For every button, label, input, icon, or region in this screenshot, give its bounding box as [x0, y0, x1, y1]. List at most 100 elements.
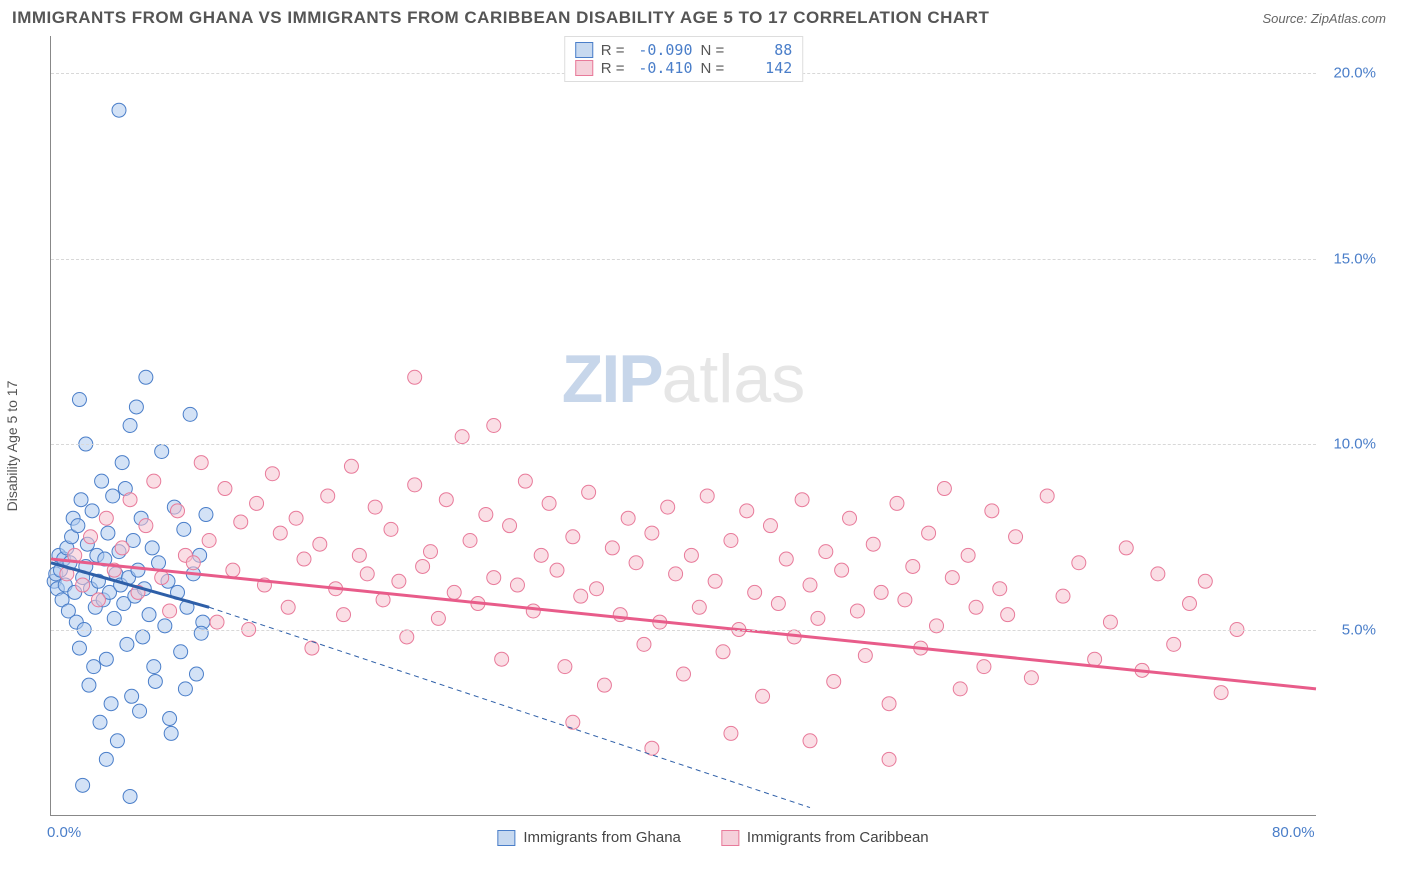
chart-title: IMMIGRANTS FROM GHANA VS IMMIGRANTS FROM…	[12, 8, 989, 28]
data-point-caribbean	[163, 604, 177, 618]
data-point-caribbean	[874, 585, 888, 599]
data-point-caribbean	[866, 537, 880, 551]
data-point-caribbean	[431, 611, 445, 625]
data-point-caribbean	[384, 522, 398, 536]
legend-n-value-caribbean: 142	[732, 59, 792, 77]
data-point-caribbean	[684, 548, 698, 562]
data-point-caribbean	[1001, 608, 1015, 622]
data-point-caribbean	[155, 571, 169, 585]
data-point-ghana	[120, 637, 134, 651]
data-point-caribbean	[677, 667, 691, 681]
data-point-caribbean	[969, 600, 983, 614]
legend-n-label: N =	[701, 60, 725, 77]
data-point-ghana	[148, 674, 162, 688]
data-point-caribbean	[882, 697, 896, 711]
data-point-ghana	[125, 689, 139, 703]
data-point-caribbean	[724, 726, 738, 740]
legend-swatch-ghana	[575, 42, 593, 58]
data-point-caribbean	[289, 511, 303, 525]
data-point-caribbean	[1040, 489, 1054, 503]
data-point-caribbean	[756, 689, 770, 703]
data-point-ghana	[194, 626, 208, 640]
data-point-caribbean	[1119, 541, 1133, 555]
data-point-ghana	[145, 541, 159, 555]
data-point-caribbean	[945, 571, 959, 585]
gridline	[51, 444, 1316, 445]
data-point-caribbean	[352, 548, 366, 562]
data-point-caribbean	[724, 533, 738, 547]
data-point-caribbean	[424, 545, 438, 559]
data-point-caribbean	[1103, 615, 1117, 629]
data-point-caribbean	[985, 504, 999, 518]
data-point-caribbean	[337, 608, 351, 622]
data-point-caribbean	[313, 537, 327, 551]
data-point-ghana	[155, 444, 169, 458]
data-point-ghana	[93, 715, 107, 729]
legend-n-value-ghana: 88	[732, 41, 792, 59]
data-point-ghana	[147, 660, 161, 674]
data-point-caribbean	[827, 674, 841, 688]
data-point-caribbean	[669, 567, 683, 581]
data-point-caribbean	[582, 485, 596, 499]
data-point-caribbean	[495, 652, 509, 666]
data-point-ghana	[85, 504, 99, 518]
plot-area: ZIPatlas R =-0.090N =88R =-0.410N =142 5…	[50, 36, 1316, 816]
correlation-legend: R =-0.090N =88R =-0.410N =142	[564, 36, 804, 82]
data-point-caribbean	[716, 645, 730, 659]
data-point-caribbean	[368, 500, 382, 514]
data-point-ghana	[183, 407, 197, 421]
data-point-caribbean	[558, 660, 572, 674]
legend-swatch-caribbean	[575, 60, 593, 76]
data-point-caribbean	[202, 533, 216, 547]
data-point-caribbean	[171, 504, 185, 518]
data-point-caribbean	[843, 511, 857, 525]
data-point-caribbean	[194, 456, 208, 470]
data-point-caribbean	[1056, 589, 1070, 603]
data-point-caribbean	[503, 519, 517, 533]
data-point-ghana	[112, 103, 126, 117]
data-point-caribbean	[621, 511, 635, 525]
data-point-caribbean	[487, 571, 501, 585]
data-point-ghana	[136, 630, 150, 644]
data-point-ghana	[129, 400, 143, 414]
data-point-caribbean	[763, 519, 777, 533]
data-point-caribbean	[265, 467, 279, 481]
data-point-caribbean	[400, 630, 414, 644]
data-point-ghana	[178, 682, 192, 696]
data-point-caribbean	[605, 541, 619, 555]
legend-r-label: R =	[601, 60, 625, 77]
data-point-caribbean	[447, 585, 461, 599]
data-point-caribbean	[186, 556, 200, 570]
data-point-caribbean	[534, 548, 548, 562]
series-swatch-caribbean	[721, 830, 739, 846]
y-tick-label: 5.0%	[1342, 621, 1376, 638]
legend-row-ghana: R =-0.090N =88	[575, 41, 793, 59]
data-point-ghana	[74, 493, 88, 507]
data-point-ghana	[123, 419, 137, 433]
data-point-caribbean	[898, 593, 912, 607]
data-point-caribbean	[439, 493, 453, 507]
data-point-caribbean	[937, 482, 951, 496]
x-tick-label: 80.0%	[1272, 824, 1315, 841]
data-point-caribbean	[819, 545, 833, 559]
data-point-caribbean	[779, 552, 793, 566]
legend-r-label: R =	[601, 42, 625, 59]
legend-n-label: N =	[701, 42, 725, 59]
data-point-caribbean	[613, 608, 627, 622]
data-point-ghana	[189, 667, 203, 681]
data-point-caribbean	[123, 493, 137, 507]
data-point-caribbean	[597, 678, 611, 692]
data-point-caribbean	[961, 548, 975, 562]
data-point-caribbean	[1072, 556, 1086, 570]
data-point-caribbean	[510, 578, 524, 592]
legend-row-caribbean: R =-0.410N =142	[575, 59, 793, 77]
data-point-caribbean	[76, 578, 90, 592]
data-point-ghana	[101, 526, 115, 540]
source-attribution: Source: ZipAtlas.com	[1262, 11, 1386, 26]
data-point-ghana	[99, 752, 113, 766]
gridline	[51, 630, 1316, 631]
data-point-ghana	[110, 734, 124, 748]
data-point-caribbean	[977, 660, 991, 674]
data-point-caribbean	[1009, 530, 1023, 544]
data-point-caribbean	[321, 489, 335, 503]
